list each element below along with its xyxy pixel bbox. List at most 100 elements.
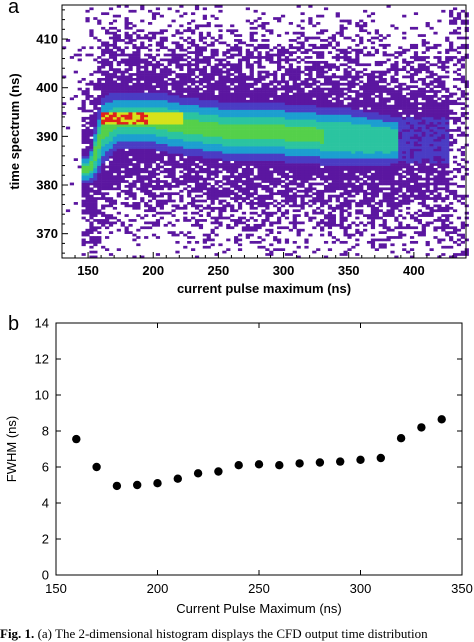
heatmap-cell [93,70,98,74]
heatmap-cell [327,177,333,181]
heatmap-cell [148,53,153,57]
heatmap-cell [339,206,344,210]
heatmap-cell [97,192,102,196]
heatmap-cell [198,194,204,198]
heatmap-cell [105,48,110,52]
heatmap-cell [316,107,321,110]
heatmap-cell [155,155,161,159]
heatmap-cell [124,133,129,137]
heatmap-cell [261,187,266,191]
heatmap-cell [300,180,305,183]
heatmap-cell [378,136,383,140]
heatmap-cell [241,107,247,110]
heatmap-cell [171,77,176,81]
heatmap-cell [249,136,254,140]
heatmap-cell [179,170,184,174]
heatmap-cell [374,170,379,174]
heatmap-cell [320,226,325,230]
heatmap-cell [155,119,161,123]
heatmap-cell [101,63,106,67]
heatmap-cell [335,180,340,183]
heatmap-cell [120,150,125,154]
heatmap-cell [159,92,164,96]
heatmap-cell [179,75,184,79]
heatmap-cell [151,148,157,152]
heatmap-cell [327,36,333,40]
heatmap-cell [312,155,317,159]
heatmap-cell [280,58,286,62]
heatmap-cell [382,112,387,115]
heatmap-cell [77,87,82,91]
heatmap-cell [269,129,274,132]
heatmap-cell [241,92,247,96]
heatmap-cell [304,187,309,191]
heatmap-cell [230,82,235,86]
heatmap-cell [253,206,258,210]
heatmap-cell [245,109,250,113]
heatmap-cell [112,109,118,113]
heatmap-cell [128,68,133,71]
heatmap-cell [370,126,376,130]
heatmap-cell [335,12,340,16]
heatmap-cell [132,99,137,103]
heatmap-cell [327,167,333,171]
heatmap-cell [257,121,262,125]
heatmap-cell [112,199,118,203]
heatmap-cell [218,138,223,142]
heatmap-cell [331,185,336,188]
heatmap-cell [151,65,157,69]
heatmap-cell [347,121,352,125]
heatmap-cell [202,56,207,59]
heatmap-cell [226,131,231,135]
heatmap-cell [331,90,336,93]
heatmap-cell [155,204,161,208]
heatmap-cell [292,199,297,203]
heatmap-cell [378,238,383,242]
heatmap-cell [355,189,360,193]
heatmap-cell [93,87,98,91]
heatmap-cell [198,199,204,203]
heatmap-cell [93,236,98,239]
heatmap-cell [304,150,309,154]
heatmap-cell [144,221,149,225]
heatmap-cell [304,211,309,215]
heatmap-cell [85,9,90,13]
heatmap-cell [132,155,137,159]
heatmap-cell [210,36,215,40]
heatmap-cell [296,90,301,93]
heatmap-cell [187,73,192,76]
heatmap-cell [366,143,372,147]
heatmap-cell [222,77,227,81]
heatmap-cell [257,102,262,106]
heatmap-cell [261,22,266,25]
heatmap-cell [327,124,333,127]
heatmap-cell [97,209,102,213]
heatmap-cell [370,209,376,213]
heatmap-cell [366,165,372,169]
heatmap-cell [245,92,250,96]
heatmap-cell [206,155,211,159]
heatmap-cell [280,226,286,230]
heatmap-cell [277,17,282,20]
heatmap-cell [374,133,379,137]
heatmap-cell [101,53,106,57]
heatmap-cell [245,148,250,152]
heatmap-cell [81,138,86,142]
heatmap-cell [128,133,133,137]
heatmap-cell [214,126,219,130]
heatmap-cell [85,194,90,198]
heatmap-cell [292,136,297,140]
heatmap-cell [214,194,219,198]
heatmap-cell [175,146,180,149]
heatmap-cell [284,197,290,200]
heatmap-cell [230,29,235,33]
heatmap-cell [331,92,336,96]
heatmap-cell [257,204,262,208]
heatmap-cell [132,107,137,110]
heatmap-cell [339,194,344,198]
heatmap-cell [296,228,301,232]
heatmap-cell [183,99,188,103]
heatmap-cell [89,146,94,149]
heatmap-cell [136,187,141,191]
heatmap-cell [226,192,231,196]
